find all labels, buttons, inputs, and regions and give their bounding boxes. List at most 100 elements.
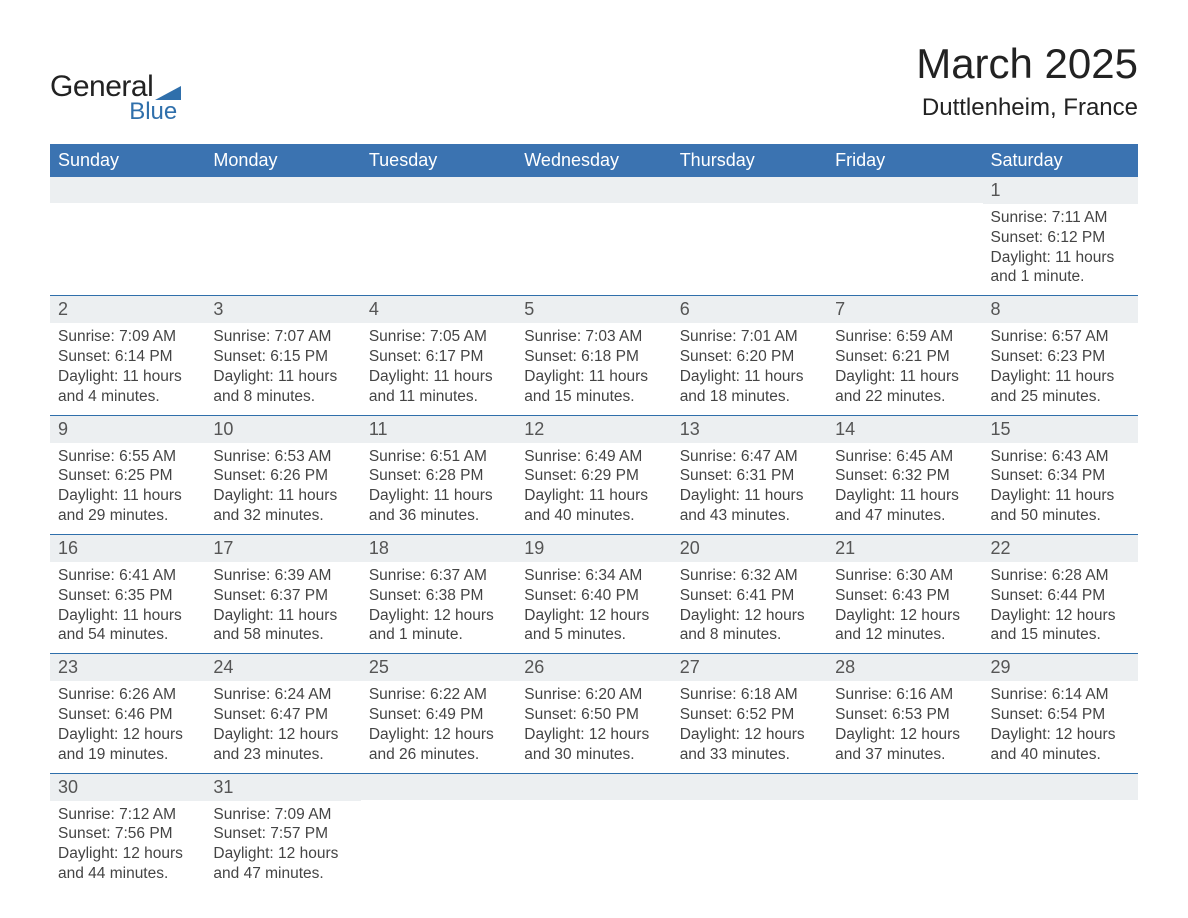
sunrise-line: Sunrise: 6:51 AM — [369, 447, 508, 467]
sunset-line: Sunset: 6:28 PM — [369, 466, 508, 486]
sunset-line: Sunset: 6:53 PM — [835, 705, 974, 725]
daylight-line: Daylight: 12 hours and 37 minutes. — [835, 725, 974, 765]
sunrise-line: Sunrise: 6:57 AM — [991, 327, 1130, 347]
day-cell: 31Sunrise: 7:09 AMSunset: 7:57 PMDayligh… — [205, 773, 360, 892]
day-body: Sunrise: 7:09 AMSunset: 6:14 PMDaylight:… — [50, 323, 205, 414]
location-subtitle: Duttlenheim, France — [916, 94, 1138, 122]
dow-header: Friday — [827, 144, 982, 177]
day-body — [516, 800, 671, 880]
day-number: 25 — [361, 654, 516, 681]
day-number — [361, 177, 516, 203]
week-row: 23Sunrise: 6:26 AMSunset: 6:46 PMDayligh… — [50, 654, 1138, 773]
daylight-line: Daylight: 11 hours and 8 minutes. — [213, 367, 352, 407]
sunset-line: Sunset: 6:26 PM — [213, 466, 352, 486]
dow-header: Wednesday — [516, 144, 671, 177]
sunrise-line: Sunrise: 6:32 AM — [680, 566, 819, 586]
daylight-line: Daylight: 12 hours and 19 minutes. — [58, 725, 197, 765]
day-number: 23 — [50, 654, 205, 681]
dow-header: Tuesday — [361, 144, 516, 177]
day-cell — [361, 773, 516, 892]
sunrise-line: Sunrise: 6:41 AM — [58, 566, 197, 586]
day-cell: 28Sunrise: 6:16 AMSunset: 6:53 PMDayligh… — [827, 654, 982, 773]
sunset-line: Sunset: 6:44 PM — [991, 586, 1130, 606]
day-body: Sunrise: 6:47 AMSunset: 6:31 PMDaylight:… — [672, 443, 827, 534]
day-number: 15 — [983, 416, 1138, 443]
sunset-line: Sunset: 6:46 PM — [58, 705, 197, 725]
daylight-line: Daylight: 11 hours and 54 minutes. — [58, 606, 197, 646]
daylight-line: Daylight: 11 hours and 40 minutes. — [524, 486, 663, 526]
sunrise-line: Sunrise: 6:45 AM — [835, 447, 974, 467]
sunrise-line: Sunrise: 7:05 AM — [369, 327, 508, 347]
sunrise-line: Sunrise: 6:28 AM — [991, 566, 1130, 586]
week-row: 16Sunrise: 6:41 AMSunset: 6:35 PMDayligh… — [50, 534, 1138, 653]
daylight-line: Daylight: 11 hours and 58 minutes. — [213, 606, 352, 646]
day-body: Sunrise: 6:34 AMSunset: 6:40 PMDaylight:… — [516, 562, 671, 653]
sunrise-line: Sunrise: 6:18 AM — [680, 685, 819, 705]
day-body — [672, 800, 827, 880]
day-cell: 18Sunrise: 6:37 AMSunset: 6:38 PMDayligh… — [361, 534, 516, 653]
day-body: Sunrise: 7:07 AMSunset: 6:15 PMDaylight:… — [205, 323, 360, 414]
daylight-line: Daylight: 11 hours and 18 minutes. — [680, 367, 819, 407]
day-number: 29 — [983, 654, 1138, 681]
title-block: March 2025 Duttlenheim, France — [916, 40, 1138, 122]
day-number: 7 — [827, 296, 982, 323]
sunset-line: Sunset: 7:57 PM — [213, 824, 352, 844]
sunset-line: Sunset: 6:32 PM — [835, 466, 974, 486]
daylight-line: Daylight: 12 hours and 8 minutes. — [680, 606, 819, 646]
sunrise-line: Sunrise: 6:37 AM — [369, 566, 508, 586]
day-cell: 10Sunrise: 6:53 AMSunset: 6:26 PMDayligh… — [205, 415, 360, 534]
sunrise-line: Sunrise: 6:26 AM — [58, 685, 197, 705]
sunrise-line: Sunrise: 7:09 AM — [58, 327, 197, 347]
sunset-line: Sunset: 6:35 PM — [58, 586, 197, 606]
day-cell: 16Sunrise: 6:41 AMSunset: 6:35 PMDayligh… — [50, 534, 205, 653]
day-body: Sunrise: 6:45 AMSunset: 6:32 PMDaylight:… — [827, 443, 982, 534]
daylight-line: Daylight: 12 hours and 44 minutes. — [58, 844, 197, 884]
day-cell: 29Sunrise: 6:14 AMSunset: 6:54 PMDayligh… — [983, 654, 1138, 773]
dow-header: Saturday — [983, 144, 1138, 177]
day-body — [361, 800, 516, 880]
day-number — [50, 177, 205, 203]
sunset-line: Sunset: 6:34 PM — [991, 466, 1130, 486]
day-cell: 2Sunrise: 7:09 AMSunset: 6:14 PMDaylight… — [50, 296, 205, 415]
day-number: 19 — [516, 535, 671, 562]
day-number: 21 — [827, 535, 982, 562]
day-cell: 20Sunrise: 6:32 AMSunset: 6:41 PMDayligh… — [672, 534, 827, 653]
day-number: 9 — [50, 416, 205, 443]
day-body: Sunrise: 7:03 AMSunset: 6:18 PMDaylight:… — [516, 323, 671, 414]
logo-triangle-icon — [155, 82, 181, 100]
day-body: Sunrise: 6:32 AMSunset: 6:41 PMDaylight:… — [672, 562, 827, 653]
day-cell: 9Sunrise: 6:55 AMSunset: 6:25 PMDaylight… — [50, 415, 205, 534]
day-number — [827, 177, 982, 203]
day-cell: 22Sunrise: 6:28 AMSunset: 6:44 PMDayligh… — [983, 534, 1138, 653]
day-cell: 19Sunrise: 6:34 AMSunset: 6:40 PMDayligh… — [516, 534, 671, 653]
day-body — [827, 203, 982, 283]
sunset-line: Sunset: 6:14 PM — [58, 347, 197, 367]
week-row: 2Sunrise: 7:09 AMSunset: 6:14 PMDaylight… — [50, 296, 1138, 415]
sunset-line: Sunset: 6:31 PM — [680, 466, 819, 486]
day-body: Sunrise: 6:26 AMSunset: 6:46 PMDaylight:… — [50, 681, 205, 772]
day-cell: 24Sunrise: 6:24 AMSunset: 6:47 PMDayligh… — [205, 654, 360, 773]
day-body — [50, 203, 205, 283]
sunset-line: Sunset: 6:29 PM — [524, 466, 663, 486]
day-number: 24 — [205, 654, 360, 681]
day-body: Sunrise: 6:51 AMSunset: 6:28 PMDaylight:… — [361, 443, 516, 534]
day-body — [516, 203, 671, 283]
daylight-line: Daylight: 12 hours and 1 minute. — [369, 606, 508, 646]
day-body: Sunrise: 6:53 AMSunset: 6:26 PMDaylight:… — [205, 443, 360, 534]
day-body — [205, 203, 360, 283]
day-cell: 1Sunrise: 7:11 AMSunset: 6:12 PMDaylight… — [983, 177, 1138, 296]
sunrise-line: Sunrise: 6:59 AM — [835, 327, 974, 347]
sunrise-line: Sunrise: 6:24 AM — [213, 685, 352, 705]
sunrise-line: Sunrise: 6:49 AM — [524, 447, 663, 467]
day-cell: 17Sunrise: 6:39 AMSunset: 6:37 PMDayligh… — [205, 534, 360, 653]
daylight-line: Daylight: 12 hours and 47 minutes. — [213, 844, 352, 884]
daylight-line: Daylight: 12 hours and 40 minutes. — [991, 725, 1130, 765]
sunrise-line: Sunrise: 6:39 AM — [213, 566, 352, 586]
day-body: Sunrise: 6:43 AMSunset: 6:34 PMDaylight:… — [983, 443, 1138, 534]
sunset-line: Sunset: 6:12 PM — [991, 228, 1130, 248]
sunrise-line: Sunrise: 6:34 AM — [524, 566, 663, 586]
daylight-line: Daylight: 11 hours and 43 minutes. — [680, 486, 819, 526]
dow-header: Monday — [205, 144, 360, 177]
day-body: Sunrise: 7:09 AMSunset: 7:57 PMDaylight:… — [205, 801, 360, 892]
daylight-line: Daylight: 11 hours and 36 minutes. — [369, 486, 508, 526]
